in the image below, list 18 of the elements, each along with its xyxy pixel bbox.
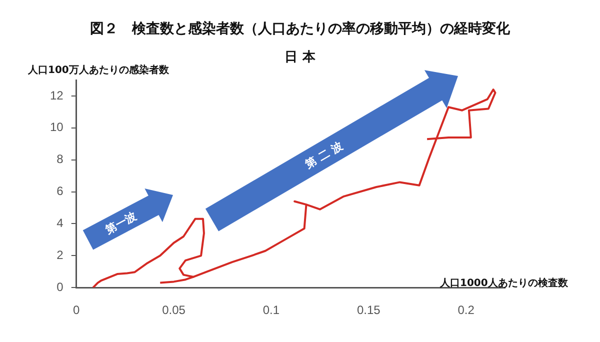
- y-tick-label: 8: [56, 152, 64, 166]
- y-tick-label: 0: [56, 280, 64, 294]
- x-tick-label: 0.1: [262, 303, 280, 318]
- x-axis-title: 人口1000人あたりの検査数: [440, 276, 568, 290]
- chart-title: 図２ 検査数と感染者数（人口あたりの率の移動平均）の経時変化: [89, 20, 511, 38]
- x-tick-label: 0.15: [356, 303, 381, 318]
- x-tick-label: 0.05: [162, 303, 186, 318]
- annotation: 第一波: [102, 208, 139, 237]
- y-tick-label: 10: [50, 120, 64, 134]
- y-tick-label: 12: [50, 88, 64, 102]
- y-tick-label: 6: [56, 184, 64, 198]
- x-tick-label: 0: [73, 303, 80, 318]
- y-tick-label: 2: [56, 248, 64, 262]
- chart-subtitle: 日 本: [284, 49, 316, 66]
- annotation: 第 二 波: [302, 138, 346, 172]
- x-tick-label: 0.2: [458, 303, 475, 318]
- y-axis-title: 人口100万人あたりの感染者数: [28, 64, 169, 77]
- y-tick-label: 4: [56, 216, 64, 230]
